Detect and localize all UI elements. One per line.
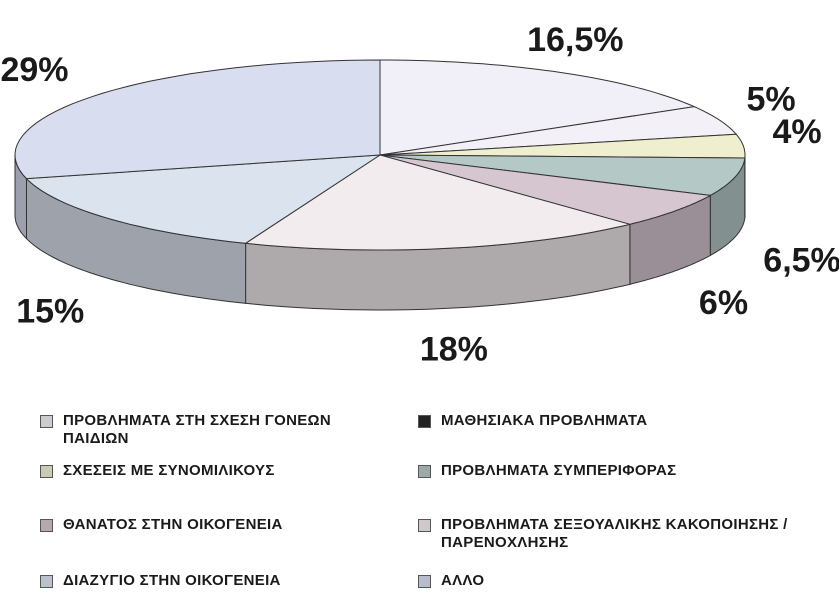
legend-label: ΠΡΟΒΛΗΜΑΤΑ ΣΕΞΟΥΑΛΙΚΗΣ ΚΑΚΟΠΟΙΗΣΗΣ / ΠΑΡ… xyxy=(441,516,788,551)
slice xyxy=(379,154,746,196)
slice xyxy=(244,154,631,251)
legend-label: ΠΡΟΒΛΗΜΑΤΑ ΣΥΜΠΕΡΙΦΟΡΑΣ xyxy=(441,462,677,479)
legend-label: ΣΧΕΣΕΙΣ ΜΕ ΣΥΝΟΜΙΛΙΚΟΥΣ xyxy=(63,462,275,479)
legend-label: ΑΛΛΟ xyxy=(441,572,485,589)
legend-label: ΠΡΟΒΛΗΜΑΤΑ ΣΤΗ ΣΧΕΣΗ ΓΟΝΕΩΝ ΠΑΙΔΙΩΝ xyxy=(63,412,331,447)
legend-item: ΔΙΑΖΥΓΙΟ ΣΤΗΝ ΟΙΚΟΓΕΝΕΙΑ xyxy=(40,572,420,590)
legend-item: ΑΛΛΟ xyxy=(418,572,798,590)
legend-swatch xyxy=(40,465,53,478)
percent-label: 6,5% xyxy=(763,242,839,280)
legend-swatch xyxy=(40,575,53,588)
percent-label: 15% xyxy=(16,293,84,331)
legend-item: ΠΡΟΒΛΗΜΑΤΑ ΣΤΗ ΣΧΕΣΗ ΓΟΝΕΩΝ ΠΑΙΔΙΩΝ xyxy=(40,412,420,448)
percent-label: 29% xyxy=(0,51,68,89)
legend-label: ΔΙΑΖΥΓΙΟ ΣΤΗΝ ΟΙΚΟΓΕΝΕΙΑ xyxy=(63,572,281,589)
legend-item: ΠΡΟΒΛΗΜΑΤΑ ΣΥΜΠΕΡΙΦΟΡΑΣ xyxy=(418,462,798,480)
legend-label: ΜΑΘΗΣΙΑΚΑ ΠΡΟΒΛΗΜΑΤΑ xyxy=(441,412,648,429)
slice xyxy=(379,106,738,156)
legend-label: ΘΑΝΑΤΟΣ ΣΤΗΝ ΟΙΚΟΓΕΝΕΙΑ xyxy=(63,516,283,533)
legend-item: ΠΡΟΒΛΗΜΑΤΑ ΣΕΞΟΥΑΛΙΚΗΣ ΚΑΚΟΠΟΙΗΣΗΣ / ΠΑΡ… xyxy=(418,516,798,552)
percent-label: 18% xyxy=(420,331,488,369)
percent-label: 6% xyxy=(699,284,748,322)
legend-swatch xyxy=(40,519,53,532)
slice xyxy=(25,154,382,244)
slice xyxy=(379,154,712,225)
legend-swatch xyxy=(418,415,431,428)
slice xyxy=(379,133,746,159)
legend-swatch xyxy=(40,415,53,428)
percent-label: 4% xyxy=(772,113,821,151)
percent-label: 16,5% xyxy=(527,21,623,59)
slice xyxy=(14,59,381,180)
legend-item: ΣΧΕΣΕΙΣ ΜΕ ΣΥΝΟΜΙΛΙΚΟΥΣ xyxy=(40,462,420,480)
legend-item: ΜΑΘΗΣΙΑΚΑ ΠΡΟΒΛΗΜΑΤΑ xyxy=(418,412,798,430)
slice xyxy=(379,59,697,156)
legend-swatch xyxy=(418,519,431,532)
legend-item: ΘΑΝΑΤΟΣ ΣΤΗΝ ΟΙΚΟΓΕΝΕΙΑ xyxy=(40,516,420,534)
legend-swatch xyxy=(418,465,431,478)
chart: 16,5% 5%4% 6,5% 6% 18% 15% 29% xyxy=(0,21,839,369)
percent-label: 5% xyxy=(747,80,796,118)
legend-swatch xyxy=(418,575,431,588)
